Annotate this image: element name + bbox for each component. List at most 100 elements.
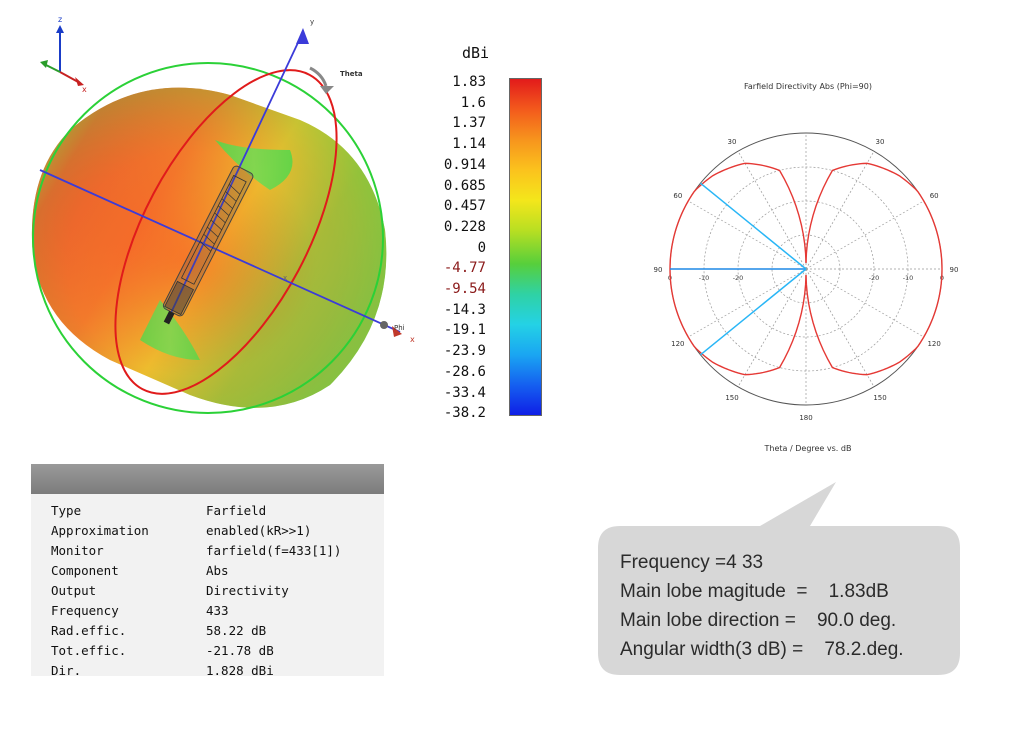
property-key: Monitor: [51, 542, 104, 558]
color-scale-label: 0.457: [443, 198, 486, 215]
polar-beamwidth-line: [699, 182, 807, 270]
color-scale-label: -4.77: [443, 260, 486, 277]
antenna-model: [162, 165, 254, 325]
summary-main-lobe-magnitude: Main lobe magitude = 1.83dB: [620, 581, 889, 602]
theta-rotation-arrow-icon: [309, 66, 328, 87]
polar-angle-label: 30: [876, 138, 885, 146]
properties-list: Type Farfield Approximation enabled(kR>>1) M…: [31, 494, 384, 677]
x-label-main: x: [410, 335, 415, 344]
summary-main-lobe-direction: Main lobe direction = 90.0 deg.: [620, 610, 897, 631]
polar-beamwidth-line: [699, 268, 807, 356]
polar-angle-label: 150: [873, 394, 886, 402]
triad-x-label: x: [82, 85, 87, 94]
property-row: Type Farfield: [51, 500, 384, 520]
color-scale-unit: dBi: [462, 44, 490, 62]
color-scale-label: 1.37: [452, 115, 486, 132]
property-key: Component: [51, 562, 119, 578]
color-scale-label: 1.6: [460, 94, 486, 111]
color-scale-label: -28.6: [443, 363, 486, 380]
phi-axis-line: [39, 169, 401, 333]
summary-callout-bubble: [598, 482, 960, 675]
phi-arrow-head-icon: [392, 326, 402, 337]
polar-plot-title: Farfield Directivity Abs (Phi=90): [744, 82, 872, 91]
triad-z-label: z: [58, 15, 62, 24]
polar-radial-label: -20: [733, 274, 744, 282]
polar-angle-label: 60: [930, 192, 939, 200]
polar-angle-label: 30: [728, 138, 737, 146]
property-row: Monitor farfield(f=433[1]): [51, 540, 384, 560]
property-row: Component Abs: [51, 560, 384, 580]
polar-grid-spoke: [805, 268, 875, 387]
polar-grid-spoke: [737, 268, 807, 387]
property-value: 1.828 dBi: [206, 662, 274, 677]
polar-pattern-lobe: [805, 162, 943, 376]
property-key: Tot.effic.: [51, 642, 127, 658]
color-scale-label: -33.4: [443, 384, 486, 401]
property-value: -21.78 dB: [206, 642, 274, 658]
property-key: Frequency: [51, 602, 119, 618]
property-key: Dir.: [51, 662, 82, 677]
property-key: Output: [51, 582, 97, 598]
x-label-center: x: [283, 274, 287, 282]
polar-angle-label: 90: [950, 266, 959, 274]
color-scale-label: 1.83: [452, 74, 486, 90]
property-row: Output Directivity: [51, 580, 384, 600]
polar-plot-xlabel: Theta / Degree vs. dB: [764, 444, 852, 453]
polar-radial-label: -10: [903, 274, 914, 282]
summary-text: Frequency =4 33 Main lobe magitude = 1.8…: [620, 548, 960, 664]
farfield-3d-view[interactable]: y Theta Phi x x z x: [0, 0, 420, 440]
polar-grid-spoke: [737, 151, 807, 270]
phi-circle-red: [114, 69, 338, 395]
polar-angle-label: 90: [654, 266, 663, 274]
polar-angle-label: 60: [673, 192, 682, 200]
z-arrow-icon: [296, 28, 309, 44]
polar-angle-label: 180: [799, 414, 812, 422]
farfield-properties-panel: Type Farfield Approximation enabled(kR>>1) M…: [31, 464, 384, 676]
color-scale-label: 0.228: [443, 218, 486, 235]
property-value: Abs: [206, 562, 229, 578]
polar-grid-spoke: [688, 200, 807, 270]
property-value: enabled(kR>>1): [206, 522, 312, 538]
property-value: Farfield: [206, 502, 267, 518]
polar-angle-label: 120: [927, 340, 940, 348]
color-scale-label: -14.3: [443, 301, 486, 318]
property-value: 58.22 dB: [206, 622, 267, 638]
summary-angular-width: Angular width(3 dB) = 78.2.deg.: [620, 639, 904, 660]
y-axis-label: y: [310, 18, 314, 26]
property-row: Dir. 1.828 dBi: [51, 660, 384, 677]
polar-radial-label: -10: [699, 274, 710, 282]
color-scale-label: 1.14: [452, 136, 486, 153]
polar-grid-spoke: [805, 200, 924, 270]
property-row: Frequency 433: [51, 600, 384, 620]
theta-label: Theta: [340, 70, 363, 78]
phi-axis-end-marker: [380, 321, 388, 329]
color-scale-bar: [509, 78, 542, 416]
polar-angle-label: 120: [671, 340, 684, 348]
property-row: Tot.effic. -21.78 dB: [51, 640, 384, 660]
phi-label: Phi: [394, 324, 405, 332]
property-row: Approximation enabled(kR>>1): [51, 520, 384, 540]
color-scale-label: 0.914: [443, 156, 486, 173]
property-key: Type: [51, 502, 82, 518]
summary-frequency: Frequency =4 33: [620, 552, 764, 573]
color-scale-label: -9.54: [443, 281, 486, 297]
color-scale-label: -38.2: [443, 405, 486, 422]
property-value: 433: [206, 602, 229, 618]
theta-axis-line: [169, 31, 304, 316]
property-key: Approximation: [51, 522, 149, 538]
theta-circle-green: [32, 62, 384, 414]
polar-grid-spoke: [805, 151, 875, 270]
radiation-pattern-body: [31, 87, 387, 408]
theta-arrow-head-icon: [320, 86, 334, 94]
properties-header-bar: [31, 464, 384, 494]
polar-radial-label: -20: [869, 274, 880, 282]
property-value: farfield(f=433[1]): [206, 542, 342, 558]
property-value: Directivity: [206, 582, 289, 598]
color-scale-label: 0: [477, 239, 486, 256]
color-scale-label: -19.1: [443, 322, 486, 339]
property-row: Rad.effic. 58.22 dB: [51, 620, 384, 640]
coordinate-triad: z x: [40, 15, 87, 94]
property-key: Rad.effic.: [51, 622, 127, 638]
color-scale-label: 0.685: [443, 177, 486, 194]
